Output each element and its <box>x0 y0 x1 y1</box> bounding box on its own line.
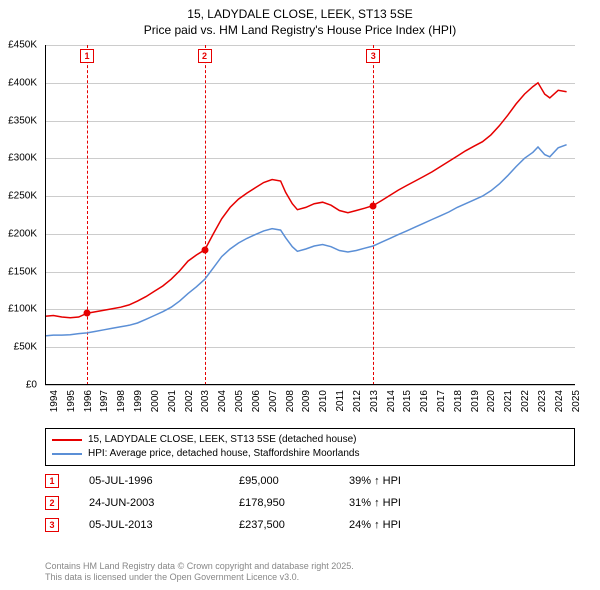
x-tick-label: 2007 <box>268 390 279 412</box>
x-tick-label: 2005 <box>234 390 245 412</box>
table-row: 2 24-JUN-2003 £178,950 31% ↑ HPI <box>45 492 575 514</box>
x-tick-label: 2016 <box>419 390 430 412</box>
x-tick-label: 1996 <box>83 390 94 412</box>
sale-change: 24% ↑ HPI <box>349 519 575 531</box>
footer-line1: Contains HM Land Registry data © Crown c… <box>45 561 354 573</box>
sale-index-box: 3 <box>45 518 59 532</box>
sale-price: £178,950 <box>239 497 349 509</box>
x-tick-label: 2015 <box>402 390 413 412</box>
x-tick-label: 2002 <box>184 390 195 412</box>
x-tick-label: 2018 <box>453 390 464 412</box>
sale-index-box: 1 <box>45 474 59 488</box>
chart-plot-area: 123 £0£50K£100K£150K£200K£250K£300K£350K… <box>45 45 575 385</box>
sale-marker-box: 2 <box>198 49 212 63</box>
series-property <box>45 83 567 318</box>
x-tick-label: 2024 <box>554 390 565 412</box>
sale-change: 39% ↑ HPI <box>349 475 575 487</box>
x-tick-label: 1998 <box>116 390 127 412</box>
y-tick-label: £400K <box>8 77 37 88</box>
sale-marker-box: 1 <box>80 49 94 63</box>
x-tick-label: 2010 <box>318 390 329 412</box>
sale-marker-box: 3 <box>366 49 380 63</box>
sale-price: £237,500 <box>239 519 349 531</box>
y-tick-label: £350K <box>8 115 37 126</box>
y-tick-label: £0 <box>26 380 37 391</box>
y-tick-label: £100K <box>8 304 37 315</box>
x-tick-label: 2003 <box>200 390 211 412</box>
y-tick-label: £300K <box>8 153 37 164</box>
x-tick-label: 2019 <box>470 390 481 412</box>
x-tick-label: 2022 <box>520 390 531 412</box>
footer-line2: This data is licensed under the Open Gov… <box>45 572 354 584</box>
x-tick-label: 2023 <box>537 390 548 412</box>
legend-label: 15, LADYDALE CLOSE, LEEK, ST13 5SE (deta… <box>88 433 356 447</box>
sale-point <box>84 310 91 317</box>
x-tick-label: 2009 <box>301 390 312 412</box>
sale-date: 05-JUL-2013 <box>89 519 239 531</box>
x-tick-label: 2004 <box>217 390 228 412</box>
y-axis <box>45 45 46 385</box>
y-tick-label: £50K <box>14 342 37 353</box>
x-tick-label: 2020 <box>486 390 497 412</box>
sale-price: £95,000 <box>239 475 349 487</box>
y-tick-label: £150K <box>8 266 37 277</box>
x-axis <box>45 384 575 385</box>
title-line2: Price paid vs. HM Land Registry's House … <box>0 22 600 38</box>
x-tick-label: 2025 <box>571 390 582 412</box>
sale-date: 05-JUL-1996 <box>89 475 239 487</box>
legend-label: HPI: Average price, detached house, Staf… <box>88 447 359 461</box>
x-tick-label: 2014 <box>386 390 397 412</box>
x-tick-label: 2006 <box>251 390 262 412</box>
x-tick-label: 1999 <box>133 390 144 412</box>
x-tick-label: 1997 <box>99 390 110 412</box>
table-row: 3 05-JUL-2013 £237,500 24% ↑ HPI <box>45 514 575 536</box>
legend: 15, LADYDALE CLOSE, LEEK, ST13 5SE (deta… <box>45 428 575 466</box>
sale-index-box: 2 <box>45 496 59 510</box>
x-tick-label: 2013 <box>369 390 380 412</box>
sale-change: 31% ↑ HPI <box>349 497 575 509</box>
x-tick-label: 2011 <box>335 390 346 412</box>
x-tick-label: 2021 <box>503 390 514 412</box>
sales-table: 1 05-JUL-1996 £95,000 39% ↑ HPI 2 24-JUN… <box>45 470 575 536</box>
x-tick-label: 2017 <box>436 390 447 412</box>
legend-swatch <box>52 439 82 441</box>
gridline <box>45 385 575 386</box>
sale-point <box>370 202 377 209</box>
y-tick-label: £450K <box>8 40 37 51</box>
x-tick-label: 2012 <box>352 390 363 412</box>
x-tick-label: 1994 <box>49 390 60 412</box>
sale-point <box>201 246 208 253</box>
chart-lines <box>45 45 575 385</box>
table-row: 1 05-JUL-1996 £95,000 39% ↑ HPI <box>45 470 575 492</box>
y-tick-label: £250K <box>8 191 37 202</box>
title-line1: 15, LADYDALE CLOSE, LEEK, ST13 5SE <box>0 6 600 22</box>
x-tick-label: 2001 <box>167 390 178 412</box>
x-tick-label: 2000 <box>150 390 161 412</box>
x-tick-label: 2008 <box>285 390 296 412</box>
footer-attribution: Contains HM Land Registry data © Crown c… <box>45 561 354 584</box>
sale-date: 24-JUN-2003 <box>89 497 239 509</box>
chart-title: 15, LADYDALE CLOSE, LEEK, ST13 5SE Price… <box>0 0 600 38</box>
legend-swatch <box>52 453 82 455</box>
legend-row: 15, LADYDALE CLOSE, LEEK, ST13 5SE (deta… <box>52 433 568 447</box>
y-tick-label: £200K <box>8 228 37 239</box>
x-tick-label: 1995 <box>66 390 77 412</box>
legend-row: HPI: Average price, detached house, Staf… <box>52 447 568 461</box>
